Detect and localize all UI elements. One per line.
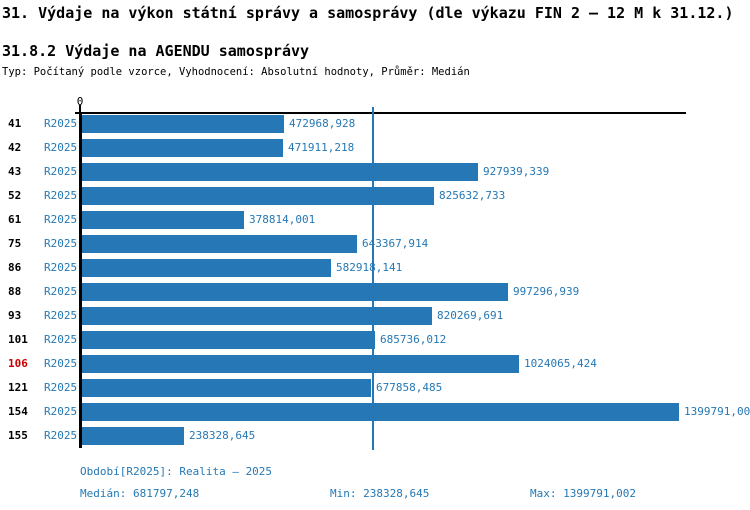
row-label: 88 [8, 285, 22, 298]
row-label: 75 [8, 237, 22, 250]
value-label: 997296,939 [513, 285, 580, 298]
chart-row: 155 R2025 238328,645 [0, 427, 750, 445]
chart-row: 106 R2025 1024065,424 [0, 355, 750, 373]
chart-row: 61 R2025 378814,001 [0, 211, 750, 229]
value-label: 472968,928 [289, 117, 356, 130]
footer-max: Max: 1399791,002 [530, 487, 636, 500]
value-label: 685736,012 [380, 333, 447, 346]
row-label: 43 [8, 165, 22, 178]
series-label: R2025 [44, 405, 78, 418]
bar [82, 307, 432, 325]
series-label: R2025 [44, 117, 78, 130]
series-label: R2025 [44, 357, 78, 370]
bar [82, 163, 478, 181]
bar [82, 115, 284, 133]
value-label: 820269,691 [437, 309, 504, 322]
bar [82, 403, 679, 421]
value-label: 582918,141 [336, 261, 403, 274]
axis-top-line [75, 112, 686, 114]
bar [82, 235, 357, 253]
chart-row: 101 R2025 685736,012 [0, 331, 750, 349]
page-title: 31. Výdaje na výkon státní správy a samo… [2, 4, 734, 22]
chart-row: 42 R2025 471911,218 [0, 139, 750, 157]
chart-row: 41 R2025 472968,928 [0, 115, 750, 133]
bar [82, 211, 244, 229]
section-subtitle: 31.8.2 Výdaje na AGENDU samosprávy [2, 42, 310, 60]
row-label: 41 [8, 117, 22, 130]
series-label: R2025 [44, 189, 78, 202]
row-label: 121 [8, 381, 28, 394]
axis-zero-tick [79, 105, 81, 113]
chart-row: 88 R2025 997296,939 [0, 283, 750, 301]
value-label: 825632,733 [439, 189, 506, 202]
value-label: 471911,218 [288, 141, 355, 154]
axis-zero-label: 0 [76, 95, 84, 108]
footer-min: Min: 238328,645 [330, 487, 430, 500]
series-label: R2025 [44, 141, 78, 154]
value-label: 1399791,002 [684, 405, 750, 418]
row-label: 93 [8, 309, 22, 322]
value-label: 643367,914 [362, 237, 429, 250]
series-label: R2025 [44, 333, 78, 346]
value-label: 378814,001 [249, 213, 316, 226]
series-label: R2025 [44, 309, 78, 322]
footer-period: Období[R2025]: Realita – 2025 [80, 465, 273, 478]
series-label: R2025 [44, 261, 78, 274]
chart-row: 86 R2025 582918,141 [0, 259, 750, 277]
series-label: R2025 [44, 165, 78, 178]
chart-row: 52 R2025 825632,733 [0, 187, 750, 205]
bar [82, 379, 371, 397]
value-label: 238328,645 [189, 429, 256, 442]
row-label: 155 [8, 429, 28, 442]
series-label: R2025 [44, 381, 78, 394]
median-line [372, 107, 374, 450]
chart-row: 93 R2025 820269,691 [0, 307, 750, 325]
row-label: 52 [8, 189, 22, 202]
row-label: 101 [8, 333, 28, 346]
row-label: 61 [8, 213, 22, 226]
row-label: 42 [8, 141, 22, 154]
series-label: R2025 [44, 429, 78, 442]
chart-row: 75 R2025 643367,914 [0, 235, 750, 253]
footer-median: Medián: 681797,248 [80, 487, 200, 500]
bar [82, 427, 184, 445]
row-label: 154 [8, 405, 28, 418]
bar [82, 187, 434, 205]
series-label: R2025 [44, 237, 78, 250]
bar [82, 283, 508, 301]
bar [82, 259, 331, 277]
axis-vertical-line [79, 112, 82, 448]
chart-meta-info: Typ: Počítaný podle vzorce, Vyhodnocení:… [2, 66, 470, 78]
value-label: 677858,485 [376, 381, 443, 394]
bar [82, 355, 519, 373]
series-label: R2025 [44, 213, 78, 226]
series-label: R2025 [44, 285, 78, 298]
bar [82, 139, 283, 157]
chart-row: 43 R2025 927939,339 [0, 163, 750, 181]
chart-row: 154 R2025 1399791,002 [0, 403, 750, 421]
value-label: 927939,339 [483, 165, 550, 178]
value-label: 1024065,424 [524, 357, 597, 370]
row-label-highlighted: 106 [8, 357, 28, 370]
chart-row: 121 R2025 677858,485 [0, 379, 750, 397]
row-label: 86 [8, 261, 22, 274]
bar [82, 331, 375, 349]
